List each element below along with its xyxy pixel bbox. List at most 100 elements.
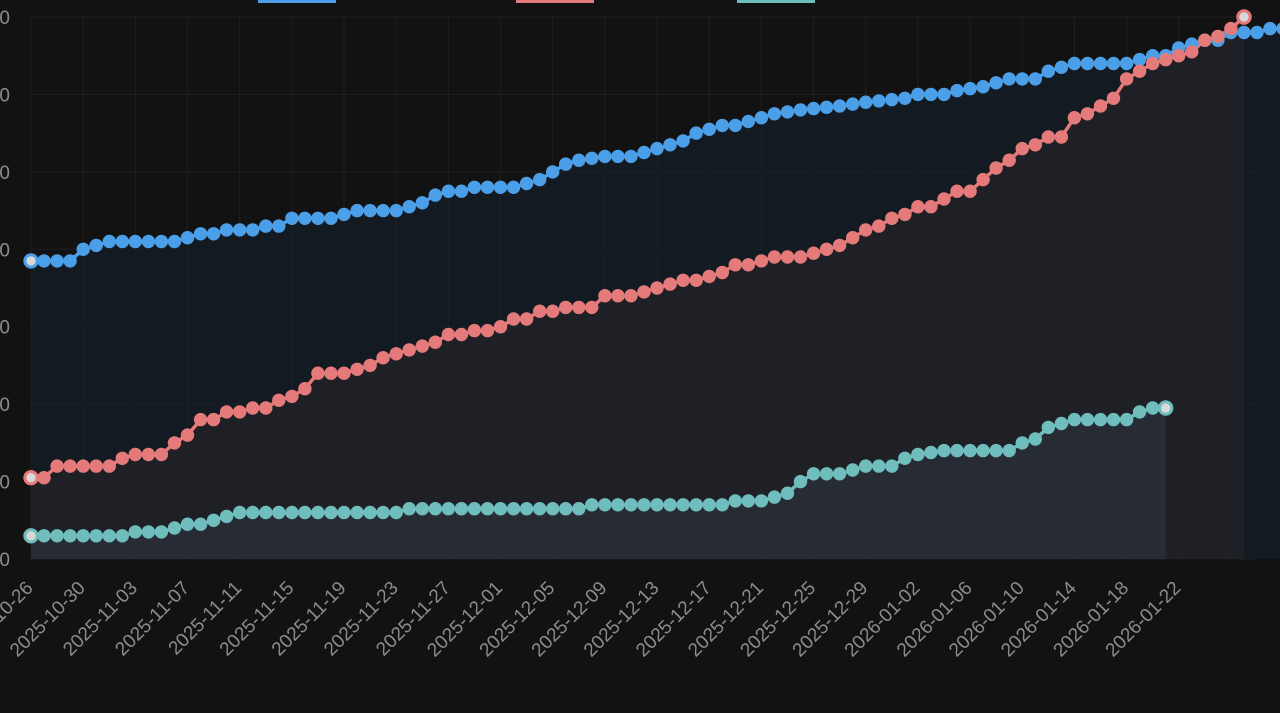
series-3-point[interactable]	[1158, 400, 1174, 416]
series-3-point[interactable]	[50, 529, 64, 543]
series-1-point[interactable]	[963, 81, 977, 96]
series-2-point[interactable]	[206, 412, 221, 427]
series-2-point[interactable]	[37, 471, 51, 485]
series-1-point[interactable]	[272, 219, 286, 233]
series-3-point[interactable]	[246, 505, 260, 520]
series-3-point[interactable]	[846, 463, 860, 477]
series-1-point[interactable]	[585, 151, 599, 166]
series-3-point[interactable]	[519, 502, 534, 516]
series-1-point[interactable]	[859, 95, 873, 109]
series-2-point[interactable]	[624, 289, 638, 303]
series-2-point[interactable]	[533, 304, 547, 318]
series-3-point[interactable]	[898, 451, 912, 465]
series-1-point[interactable]	[519, 176, 534, 191]
series-3-point[interactable]	[663, 498, 677, 512]
series-3-point[interactable]	[63, 529, 77, 543]
series-3-point[interactable]	[872, 459, 886, 473]
series-3-point[interactable]	[1093, 412, 1108, 427]
series-3-point[interactable]	[937, 443, 951, 458]
series-3-point[interactable]	[259, 505, 273, 520]
series-2-point[interactable]	[846, 231, 860, 245]
series-2-point[interactable]	[754, 254, 769, 268]
series-2-point[interactable]	[467, 323, 482, 338]
series-2-point[interactable]	[728, 258, 742, 272]
series-2-point[interactable]	[154, 447, 169, 462]
series-2-point[interactable]	[1119, 72, 1134, 86]
series-1-point[interactable]	[1237, 25, 1251, 40]
series-3-point[interactable]	[754, 494, 769, 508]
series-1-point[interactable]	[1276, 22, 1280, 35]
series-2-point[interactable]	[572, 300, 586, 315]
series-1-point[interactable]	[428, 188, 442, 202]
series-1-point[interactable]	[898, 91, 912, 106]
series-3-point[interactable]	[480, 502, 495, 516]
series-2-point[interactable]	[76, 459, 90, 473]
series-2-point[interactable]	[324, 366, 338, 380]
series-2-point[interactable]	[285, 389, 299, 404]
series-2-point[interactable]	[611, 289, 625, 303]
series-2-point[interactable]	[793, 250, 808, 264]
series-1-point[interactable]	[102, 234, 117, 249]
series-2-point[interactable]	[924, 200, 938, 214]
series-3-point[interactable]	[454, 502, 469, 516]
series-2-point[interactable]	[441, 327, 456, 342]
series-1-point[interactable]	[806, 101, 821, 116]
series-3-point[interactable]	[415, 502, 429, 516]
legend-swatch-series-1[interactable]	[258, 0, 336, 3]
series-1-point[interactable]	[624, 149, 638, 164]
series-3-point[interactable]	[559, 502, 573, 516]
series-3-point[interactable]	[311, 505, 325, 520]
series-1-point[interactable]	[611, 149, 625, 164]
series-1-point[interactable]	[911, 87, 925, 102]
series-1-point[interactable]	[128, 234, 143, 249]
series-3-point[interactable]	[298, 505, 312, 520]
series-3-point[interactable]	[441, 502, 456, 516]
series-3-point[interactable]	[741, 494, 755, 508]
series-1-point[interactable]	[1093, 56, 1108, 71]
series-2-point[interactable]	[1093, 99, 1108, 113]
legend-swatch-series-3[interactable]	[737, 0, 815, 3]
series-2-point[interactable]	[415, 339, 429, 353]
series-3-point[interactable]	[859, 459, 873, 473]
series-3-point[interactable]	[533, 502, 547, 516]
series-3-point[interactable]	[715, 498, 729, 512]
series-1-point[interactable]	[219, 223, 234, 237]
series-3-point[interactable]	[963, 443, 977, 458]
series-3-point[interactable]	[911, 447, 925, 462]
series-2-point[interactable]	[1172, 49, 1186, 63]
series-3-point[interactable]	[23, 528, 39, 544]
series-3-point[interactable]	[337, 505, 351, 520]
series-2-point[interactable]	[1146, 56, 1160, 71]
series-2-point[interactable]	[702, 269, 716, 284]
series-3-point[interactable]	[363, 505, 377, 520]
series-1-point[interactable]	[1041, 64, 1056, 78]
series-2-point[interactable]	[363, 358, 377, 373]
series-1-point[interactable]	[1119, 56, 1134, 71]
series-2-point[interactable]	[1224, 21, 1238, 36]
series-3-point[interactable]	[832, 467, 847, 481]
series-1-point[interactable]	[402, 200, 416, 214]
series-2-point[interactable]	[89, 459, 103, 473]
series-1-point[interactable]	[506, 180, 521, 195]
series-2-point[interactable]	[663, 277, 677, 291]
series-3-point[interactable]	[1054, 416, 1069, 431]
series-3-point[interactable]	[689, 498, 703, 512]
series-1-point[interactable]	[559, 157, 573, 171]
series-3-point[interactable]	[154, 525, 169, 539]
series-1-point[interactable]	[141, 234, 156, 249]
series-1-point[interactable]	[793, 103, 808, 117]
series-2-point[interactable]	[859, 223, 873, 237]
series-2-point[interactable]	[506, 312, 521, 326]
series-2-point[interactable]	[885, 211, 899, 226]
series-3-point[interactable]	[546, 502, 560, 516]
series-1-point[interactable]	[115, 234, 130, 249]
series-3-point[interactable]	[702, 498, 716, 512]
series-3-point[interactable]	[1106, 412, 1121, 427]
series-2-point[interactable]	[219, 405, 234, 419]
series-3-point[interactable]	[1041, 420, 1056, 435]
series-2-point[interactable]	[637, 285, 651, 299]
series-3-point[interactable]	[793, 474, 808, 489]
series-2-point[interactable]	[63, 459, 77, 473]
series-2-point[interactable]	[337, 366, 351, 380]
series-1-point[interactable]	[728, 118, 742, 133]
